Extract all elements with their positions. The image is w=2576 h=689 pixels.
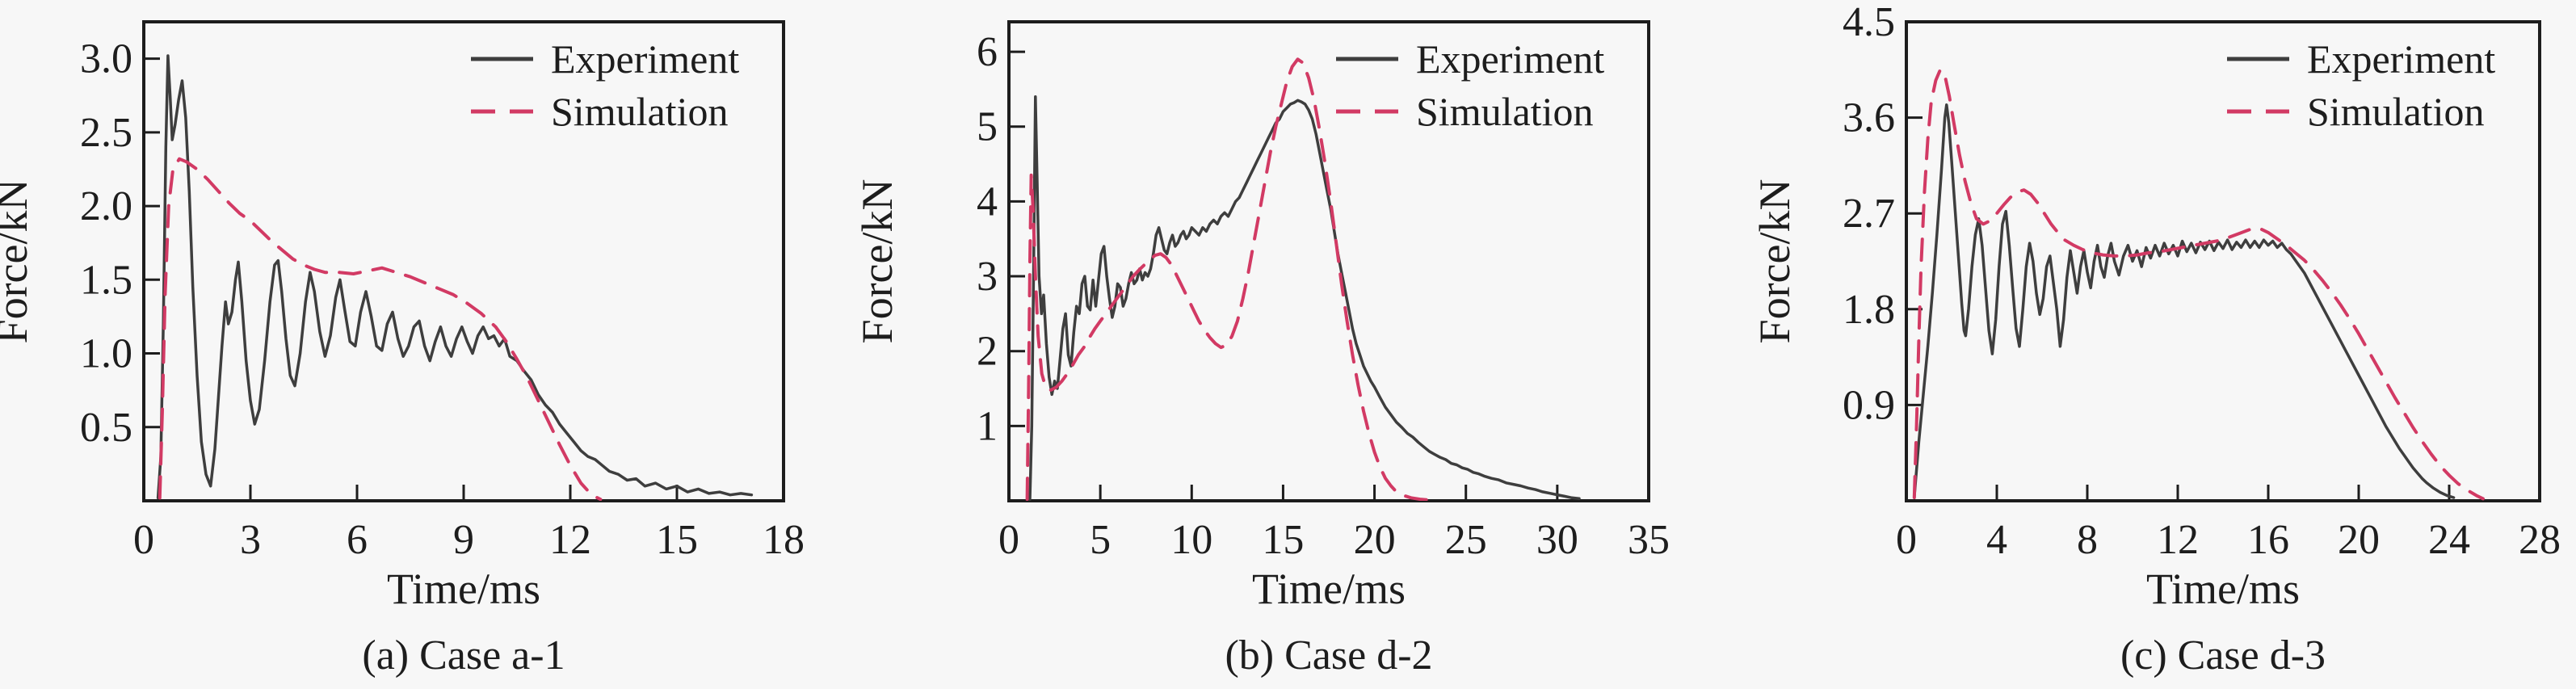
x-tick-label: 12 <box>549 517 591 563</box>
x-tick-label: 24 <box>2428 517 2470 563</box>
y-tick-label: 1.0 <box>80 331 132 377</box>
plot-frame <box>1007 20 1650 502</box>
experiment-line <box>1913 103 2456 499</box>
legend-label-simulation: Simulation <box>551 89 728 134</box>
x-tick-label: 3 <box>240 517 261 563</box>
x-tick-label: 0 <box>998 517 1019 563</box>
experiment-line <box>156 54 754 500</box>
chart-caption: (c) Case d-3 <box>2120 632 2326 678</box>
simulation-line <box>158 157 603 501</box>
chart-layer: 0 3 6 9 12 15 18 0.5 1.0 1.5 2.0 2.5 3.0 <box>80 20 805 563</box>
x-tick-label: 35 <box>1628 517 1670 563</box>
chart-b-canvas: 0 5 10 15 20 25 30 35 1 2 3 4 5 6 Force/kN Time/ms Ex… <box>859 20 1670 678</box>
x-tick-label: 28 <box>2519 517 2561 563</box>
x-axis-title: Time/ms <box>2146 565 2300 613</box>
y-axis-title: Force/kN <box>1750 179 1799 344</box>
y-tick-label: 2.0 <box>80 183 132 229</box>
simulation-line <box>1025 57 1431 501</box>
chart-caption: (b) Case d-2 <box>1225 632 1432 678</box>
x-axis-title: Time/ms <box>387 565 540 613</box>
x-tick-label: 25 <box>1445 517 1487 563</box>
chart-layer: 0 5 10 15 20 25 30 35 1 2 3 4 5 6 <box>977 20 1670 563</box>
legend-label-simulation: Simulation <box>2307 89 2484 134</box>
y-tick-label: 4 <box>977 179 998 225</box>
x-tick-label: 10 <box>1170 517 1212 563</box>
y-tick-label: 3 <box>977 254 998 300</box>
x-tick-label: 18 <box>763 517 805 563</box>
y-tick-label: 2.7 <box>1843 191 1895 237</box>
y-tick-label: 3.6 <box>1843 95 1895 141</box>
legend-label-experiment: Experiment <box>551 36 739 82</box>
x-tick-label: 20 <box>1354 517 1396 563</box>
x-tick-label: 12 <box>2157 517 2199 563</box>
x-tick-label: 16 <box>2247 517 2289 563</box>
x-tick-label: 20 <box>2338 517 2380 563</box>
chart-panel-b: 0 5 10 15 20 25 30 35 1 2 3 4 5 6 Force/kN Time/ms Ex… <box>859 0 1717 689</box>
x-tick-label: 15 <box>656 517 698 563</box>
y-tick-label: 2.5 <box>80 110 132 156</box>
x-tick-label: 0 <box>133 517 154 563</box>
y-tick-label: 1 <box>977 403 998 449</box>
y-axis-title: Force/kN <box>0 179 36 344</box>
legend-label-experiment: Experiment <box>2307 36 2495 82</box>
x-tick-label: 30 <box>1536 517 1578 563</box>
chart-caption: (a) Case a-1 <box>362 632 565 678</box>
x-tick-label: 15 <box>1262 517 1304 563</box>
chart-panel-a: 0 3 6 9 12 15 18 0.5 1.0 1.5 2.0 2.5 3.0 Force/kN Ti… <box>0 0 859 689</box>
x-tick-label: 6 <box>347 517 368 563</box>
chart-a-canvas: 0 3 6 9 12 15 18 0.5 1.0 1.5 2.0 2.5 3.0 Force/kN Ti… <box>0 20 805 678</box>
chart-layer: 0 4 8 12 16 20 24 28 0.9 1.8 2.7 3.6 4.5 <box>1843 0 2561 563</box>
legend-label-experiment: Experiment <box>1416 36 1604 82</box>
x-tick-label: 4 <box>1986 517 2007 563</box>
y-tick-label: 2 <box>977 329 998 375</box>
simulation-line <box>1912 68 2485 501</box>
x-tick-label: 8 <box>2077 517 2098 563</box>
chart-panel-c: 0 4 8 12 16 20 24 28 0.9 1.8 2.7 3.6 4.5 Force/kN Ti… <box>1717 0 2576 689</box>
plot-frame <box>1905 20 2541 502</box>
y-tick-label: 3.0 <box>80 36 132 82</box>
legend-label-simulation: Simulation <box>1416 89 1593 134</box>
y-axis-title: Force/kN <box>859 179 901 344</box>
x-tick-label: 5 <box>1090 517 1111 563</box>
x-tick-label: 9 <box>453 517 474 563</box>
y-tick-label: 0.9 <box>1843 382 1895 428</box>
y-tick-label: 1.8 <box>1843 287 1895 333</box>
y-tick-label: 1.5 <box>80 257 132 303</box>
y-tick-label: 0.5 <box>80 405 132 451</box>
y-tick-label: 6 <box>977 29 998 75</box>
y-tick-label: 4.5 <box>1843 0 1895 45</box>
x-axis-title: Time/ms <box>1252 565 1406 613</box>
y-tick-label: 5 <box>977 104 998 150</box>
x-tick-label: 0 <box>1896 517 1917 563</box>
experiment-line <box>1028 95 1581 501</box>
chart-c-canvas: 0 4 8 12 16 20 24 28 0.9 1.8 2.7 3.6 4.5 Force/kN Ti… <box>1750 0 2561 678</box>
